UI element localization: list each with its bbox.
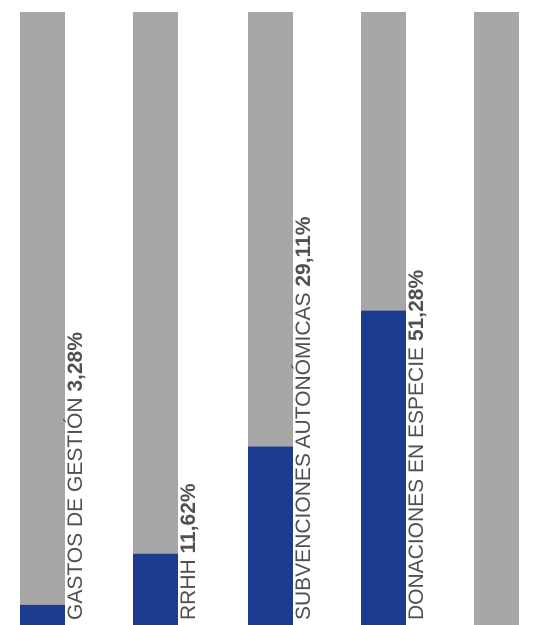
value-label: 29,11% xyxy=(292,216,315,286)
bar-track-gastos-de-gestion xyxy=(20,12,65,625)
bar-track-total-ingresos xyxy=(474,12,519,625)
category-label: GASTOS DE GESTIÓN xyxy=(64,392,87,620)
bar-track-rrhh xyxy=(133,12,178,625)
category-label: DONACIONES EN ESPECIE xyxy=(405,341,428,620)
labels-layer: GASTOS DE GESTIÓN 3,28% RRHH 11,62% SUBVEN… xyxy=(64,216,541,620)
category-label: SUBVENCIONES AUTONÓMICAS xyxy=(292,287,315,620)
bar-value-donaciones-en-especie xyxy=(361,310,406,625)
bar-value-gastos-de-gestion xyxy=(20,604,65,625)
value-label: 11,62% xyxy=(177,483,200,553)
value-label: 100% xyxy=(518,378,541,432)
category-label: TOTAL INGRESOS xyxy=(518,433,541,620)
bar-value-subvenciones-autonomicas xyxy=(248,446,293,625)
category-label: RRHH xyxy=(177,554,200,621)
bar-label-donaciones-en-especie: DONACIONES EN ESPECIE 51,28% xyxy=(405,270,428,620)
value-label: 51,28% xyxy=(405,270,428,342)
value-label: 3,28% xyxy=(64,332,87,392)
bar-label-total-ingresos: TOTAL INGRESOS 100% xyxy=(518,378,541,620)
bar-label-gastos-de-gestion: GASTOS DE GESTIÓN 3,28% xyxy=(64,332,87,620)
bars-layer xyxy=(20,12,519,625)
bar-value-rrhh xyxy=(133,553,178,625)
bar-label-subvenciones-autonomicas: SUBVENCIONES AUTONÓMICAS 29,11% xyxy=(292,216,315,620)
bar-label-rrhh: RRHH 11,62% xyxy=(177,483,200,620)
